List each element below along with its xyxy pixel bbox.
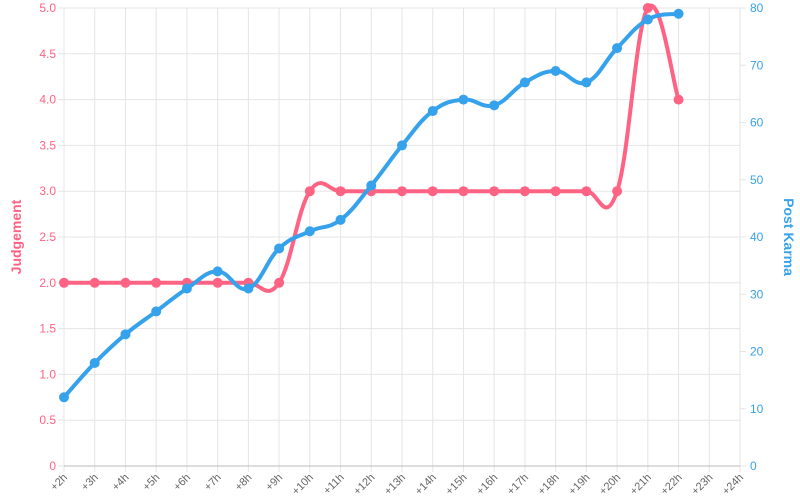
x-tick-label: +18h [536,472,562,498]
y-tick-label: 4.5 [39,47,56,61]
data-point [120,329,131,340]
data-point [673,94,684,105]
data-point [612,186,623,197]
data-point [397,186,407,197]
data-point [304,226,315,237]
data-point [612,43,623,54]
y2-tick-label: 80 [750,1,764,15]
x-tick-label: +4h [110,472,132,494]
y-tick-label: 1.5 [39,322,56,336]
x-tick-label: +9h [264,472,286,494]
y-tick-label: 3.0 [39,184,56,198]
y-tick-label: 1.0 [39,367,56,381]
x-tick-label: +10h [290,472,316,498]
x-tick-label: +3h [79,472,101,494]
y2-axis-title: Post Karma [781,198,797,276]
data-point [181,283,192,294]
y-axis-title: Judgement [8,199,24,274]
x-tick-label: +20h [597,472,623,498]
data-point [243,283,254,294]
x-tick-label: +21h [628,472,654,498]
data-point [458,186,469,197]
x-tick-label: +7h [202,472,224,494]
data-point [427,106,438,117]
x-tick-label: +8h [233,472,255,494]
data-point [59,277,69,288]
data-point [335,186,346,197]
x-tick-label: +5h [141,472,163,494]
data-point [489,186,500,197]
y2-tick-label: 70 [750,58,764,72]
x-tick-label: +2h [48,472,70,494]
y2-tick-label: 0 [750,459,757,473]
data-point [550,186,561,197]
y-tick-label: 3.5 [39,138,56,152]
x-tick-label: +14h [413,472,439,498]
x-tick-label: +13h [382,472,408,498]
data-point [489,100,500,111]
y-tick-label: 5.0 [39,1,56,15]
y2-tick-label: 40 [750,230,764,244]
y-tick-label: 2.0 [39,276,56,290]
data-point [642,14,653,25]
x-tick-label: +19h [566,472,592,498]
y2-tick-label: 60 [750,116,764,130]
data-point [581,77,592,88]
y2-tick-label: 30 [750,287,764,301]
data-point [519,77,530,88]
x-tick-label: +6h [171,472,193,494]
y-tick-label: 2.5 [39,230,56,244]
x-tick-label: +23h [689,472,715,498]
data-point [366,180,377,191]
data-point [212,266,223,277]
data-point [151,306,162,317]
data-point [59,392,69,403]
y-tick-label: 0 [49,459,56,473]
data-point [151,277,162,288]
data-point [335,214,346,225]
data-point [550,65,561,76]
y-tick-label: 0.5 [39,413,56,427]
y2-tick-label: 50 [750,173,764,187]
x-tick-label: +16h [474,472,500,498]
x-tick-label: +22h [659,472,685,498]
x-tick-label: +11h [321,472,346,497]
data-point [581,186,592,197]
series-line [63,3,681,293]
data-point [120,277,131,288]
data-point [89,277,100,288]
x-tick-label: +12h [351,472,377,498]
data-point [304,186,315,197]
x-tick-label: +15h [444,472,470,498]
data-point [673,8,684,19]
data-point [89,357,100,368]
y-tick-label: 4.0 [39,93,56,107]
x-tick-label: +17h [505,472,531,498]
y2-tick-label: 10 [750,402,764,416]
y2-tick-label: 20 [750,345,764,359]
data-point [397,140,407,151]
data-point [274,277,285,288]
x-tick-label: +24h [720,472,746,498]
data-point [212,277,223,288]
data-point [519,186,530,197]
data-point [458,94,469,105]
data-point [642,3,653,13]
data-point [427,186,438,197]
data-point [274,243,285,254]
